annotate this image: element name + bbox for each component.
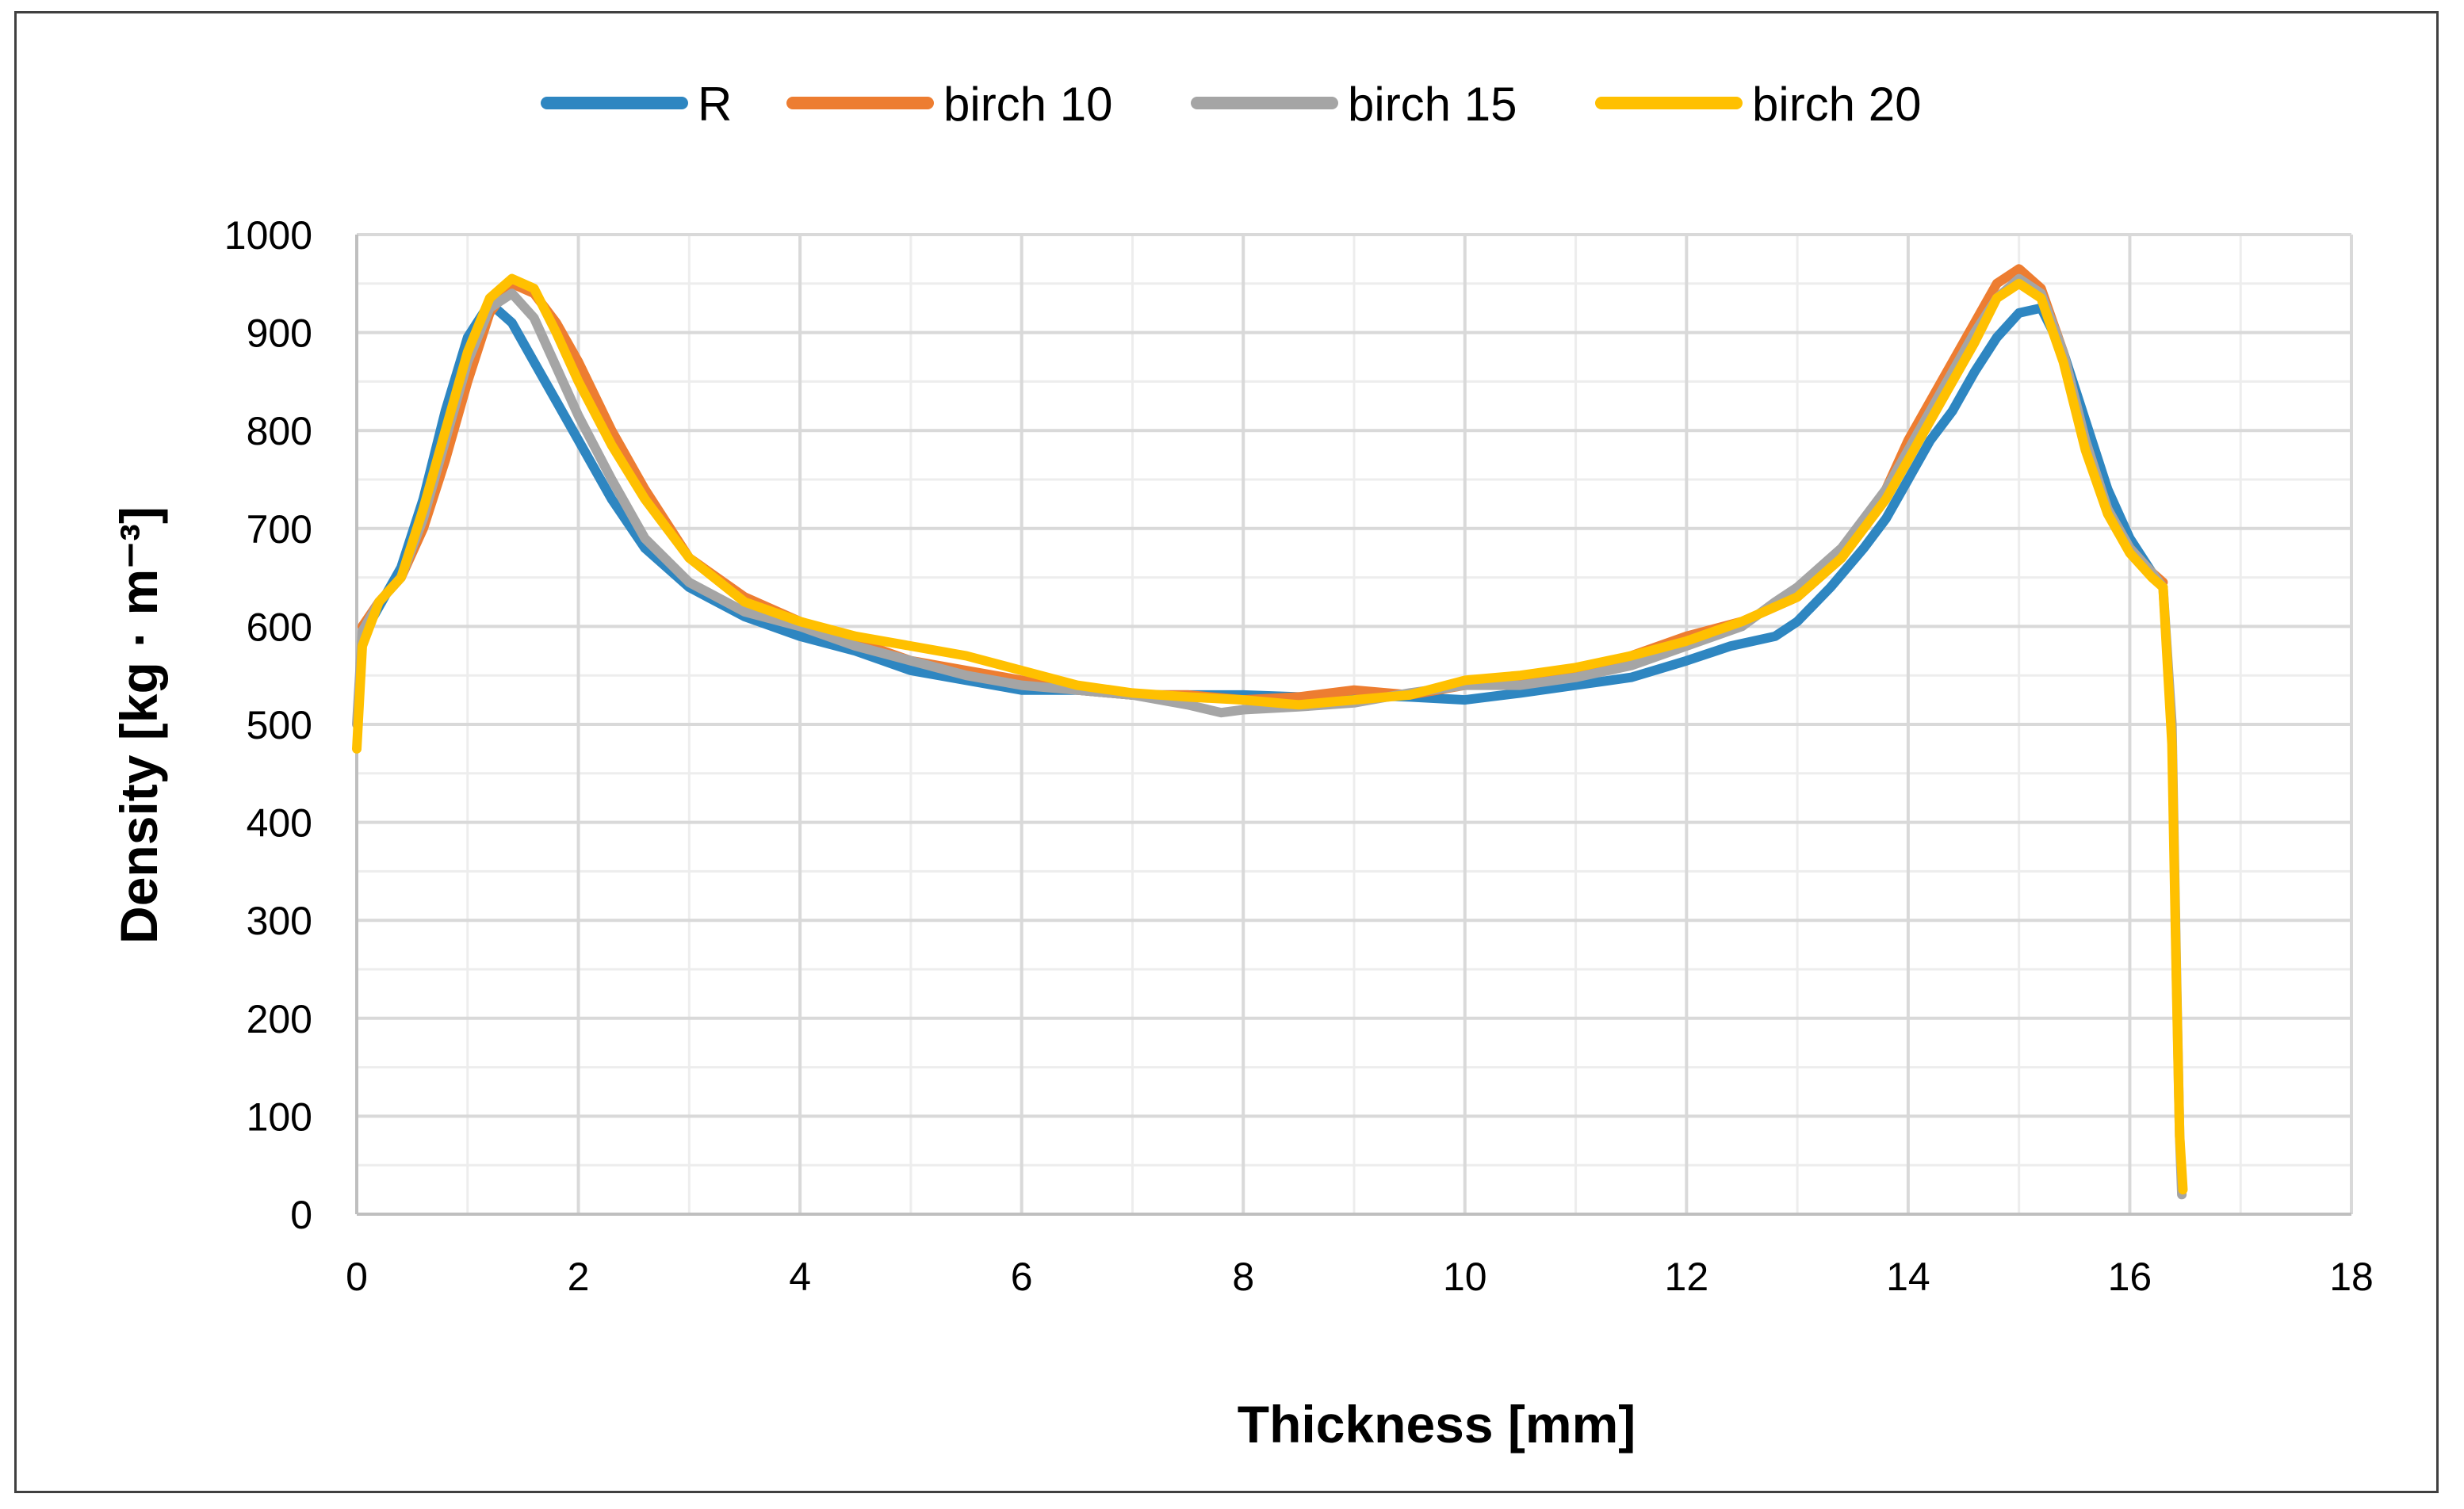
y-tick-label: 300 — [247, 899, 312, 943]
x-tick-label: 8 — [1232, 1255, 1254, 1299]
x-tick-label: 18 — [2329, 1255, 2374, 1299]
y-tick-label: 0 — [290, 1193, 312, 1237]
y-tick-label: 700 — [247, 507, 312, 552]
chart-frame — [14, 11, 2439, 1493]
series-line-birch-20 — [352, 273, 2188, 1195]
series-lines — [352, 264, 2188, 1200]
legend-label: birch 20 — [1752, 78, 1921, 131]
x-tick-label: 16 — [2108, 1255, 2152, 1299]
y-tick-label: 1000 — [224, 213, 312, 258]
y-tick-label: 600 — [247, 605, 312, 649]
y-tick-label: 200 — [247, 997, 312, 1041]
y-tick-label: 100 — [247, 1095, 312, 1139]
y-tick-label: 500 — [247, 703, 312, 747]
legend-label: R — [698, 78, 732, 131]
y-tick-label: 800 — [247, 409, 312, 453]
y-tick-label: 900 — [247, 311, 312, 356]
x-tick-label: 0 — [346, 1255, 368, 1299]
x-tick-label: 2 — [568, 1255, 590, 1299]
x-tick-label: 14 — [1886, 1255, 1930, 1299]
x-tick-label: 6 — [1011, 1255, 1033, 1299]
y-tick-label: 400 — [247, 801, 312, 846]
y-axis-title: Density [kg · m⁻³] — [109, 506, 168, 944]
x-tick-label: 4 — [789, 1255, 811, 1299]
legend-label: birch 10 — [943, 78, 1112, 131]
series-line-r — [358, 298, 2168, 705]
x-axis-title: Thickness [mm] — [1238, 1395, 1636, 1454]
x-tick-label: 12 — [1665, 1255, 1709, 1299]
legend-label: birch 15 — [1348, 78, 1517, 131]
axes: 0 2 4 6 8 10 12 14 16 18 0 100 200 300 400 500 600 700 800… — [224, 213, 2374, 1299]
x-tick-label: 10 — [1443, 1255, 1487, 1299]
grid-lines — [355, 233, 2353, 1216]
